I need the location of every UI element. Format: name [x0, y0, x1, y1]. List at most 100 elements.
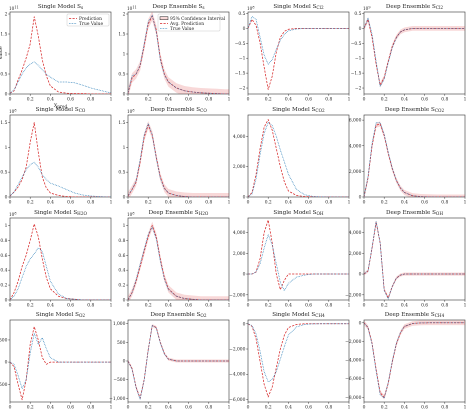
x-tick-label: 1: [464, 304, 467, 309]
x-tick-label: 0.2: [145, 98, 152, 103]
subplot-title: Deep Ensemble SO2: [150, 312, 206, 318]
plot-area: [128, 120, 229, 197]
y-tick-label: 0: [5, 361, 8, 366]
y-tick-label: −2,000: [229, 293, 245, 298]
y-tick-label: 0: [123, 299, 126, 304]
subplot-title: Deep Ensemble SCO2: [385, 107, 445, 113]
x-tick-label: 0.6: [67, 406, 74, 410]
y-tick-label: 0.4: [0, 269, 7, 274]
subplot-title: Single Model SCO: [36, 107, 86, 113]
y-tick-label: 1: [123, 224, 126, 229]
y-tick-label: −2,000: [229, 348, 245, 353]
y-tick-label: 0.5: [0, 73, 7, 78]
y-tick-label: 0.8: [0, 239, 7, 244]
y-tick-label: 1.5: [118, 33, 125, 38]
plot-area: [10, 122, 111, 197]
plot-area: [10, 326, 111, 401]
y-tick-label: 500: [117, 341, 126, 346]
legend-swatch: [159, 16, 169, 20]
y-tick-label: 1,000: [113, 322, 126, 327]
axes-frame: [247, 217, 350, 301]
x-tick-label: 0: [247, 98, 250, 103]
axes-frame: [9, 114, 112, 198]
axis-multiplier: 108: [9, 211, 17, 217]
x-tick-label: 0.2: [381, 201, 388, 206]
x-tick-label: 0.2: [265, 201, 272, 206]
x-tick-label: 0.4: [285, 201, 292, 206]
subplot-title: Deep Ensemble SOH: [386, 210, 443, 216]
series-line: [128, 14, 229, 94]
axes-frame: [247, 11, 350, 95]
axes-frame: [247, 114, 350, 198]
series-line: [248, 323, 349, 383]
subplot-2: Single Model SCl2 108 0 0.2 0.4 0.6 0.8 1 −2 −1.5…: [235, 4, 351, 103]
y-tick-label: 0: [243, 322, 246, 327]
x-tick-label: 0.4: [47, 304, 54, 309]
plot-area: [364, 320, 465, 400]
x-tick-label: 0: [247, 406, 250, 410]
plot-area: [248, 16, 349, 90]
legend-entry: True Value: [79, 22, 103, 27]
x-tick-label: 0.8: [441, 304, 448, 309]
y-tick-label: 0: [359, 273, 362, 278]
x-tick-label: 0: [127, 304, 130, 309]
y-tick-label: 1: [123, 53, 126, 58]
x-tick-label: 0: [9, 406, 12, 410]
x-tick-label: 0: [127, 201, 130, 206]
x-tick-label: 0.6: [185, 201, 192, 206]
series-line: [10, 247, 111, 300]
y-tick-label: −4,000: [229, 373, 245, 378]
x-tick-label: 1: [228, 201, 231, 206]
x-tick-label: 1: [348, 304, 351, 309]
axes-frame: [127, 217, 230, 301]
x-tick-label: 0.2: [145, 201, 152, 206]
y-tick-label: −4,000: [345, 359, 361, 364]
y-tick-label: −6,000: [229, 398, 245, 403]
y-tick-label: 1.5: [118, 121, 125, 126]
plot-area: [364, 17, 465, 88]
series-line: [128, 226, 229, 300]
x-tick-label: 0: [9, 304, 12, 309]
y-tick-label: 2,000: [233, 165, 246, 170]
x-tick-label: 0.8: [441, 98, 448, 103]
series-line: [128, 225, 229, 300]
subplot-title: Single Model SOH: [273, 210, 324, 216]
y-tick-label: 1: [5, 224, 8, 229]
subplot-title: Single Model SCH4: [272, 312, 325, 318]
y-tick-label: 1: [5, 146, 8, 151]
subplot-title: Single Model SCl2: [273, 4, 324, 10]
y-tick-label: 0.6: [0, 254, 7, 259]
x-tick-label: 0: [363, 98, 366, 103]
x-tick-label: 1: [348, 98, 351, 103]
axes-frame: [9, 217, 112, 301]
subplot-1: Deep Ensemble Ss 1011 0 0.2 0.4 0.6 0.8 1 0 0.5 1 1…: [118, 4, 230, 103]
x-tick-label: 0.2: [27, 98, 34, 103]
x-tick-label: 0.6: [67, 304, 74, 309]
y-tick-label: 0.5: [118, 171, 125, 176]
x-tick-label: 0: [127, 98, 130, 103]
axis-multiplier: 1011: [9, 5, 19, 11]
subplot-3: Deep Ensemble SCl2 109 0 0.2 0.4 0.6 0.8 1 −2 −1.…: [351, 4, 467, 103]
x-tick-label: 0.6: [305, 406, 312, 410]
subplot-title: Deep Ensemble SCO: [150, 107, 207, 113]
series-line: [248, 323, 349, 398]
x-tick-label: 0.8: [205, 201, 212, 206]
subplot-title: Single Model Ss: [38, 4, 83, 10]
axes-frame: [9, 319, 112, 403]
series-line: [248, 234, 349, 292]
axes-frame: [9, 11, 112, 95]
x-tick-label: 0.8: [205, 304, 212, 309]
x-tick-label: 0.8: [441, 406, 448, 410]
y-tick-label: 0.5: [354, 12, 361, 17]
plot-area: [10, 223, 111, 300]
y-tick-label: 6,000: [349, 119, 362, 124]
x-tick-label: 1: [348, 406, 351, 410]
y-tick-label: 0.8: [118, 239, 125, 244]
x-tick-label: 0.2: [145, 304, 152, 309]
y-tick-label: 0.5: [238, 12, 245, 17]
plot-area: [10, 16, 111, 94]
series-line: [364, 123, 465, 197]
y-tick-label: 0: [359, 321, 362, 326]
plot-area: [248, 323, 349, 398]
subplot-9: Deep Ensemble SH2O 108 0 0.2 0.4 0.6 0.8 1 0 0.2 0…: [118, 210, 230, 309]
